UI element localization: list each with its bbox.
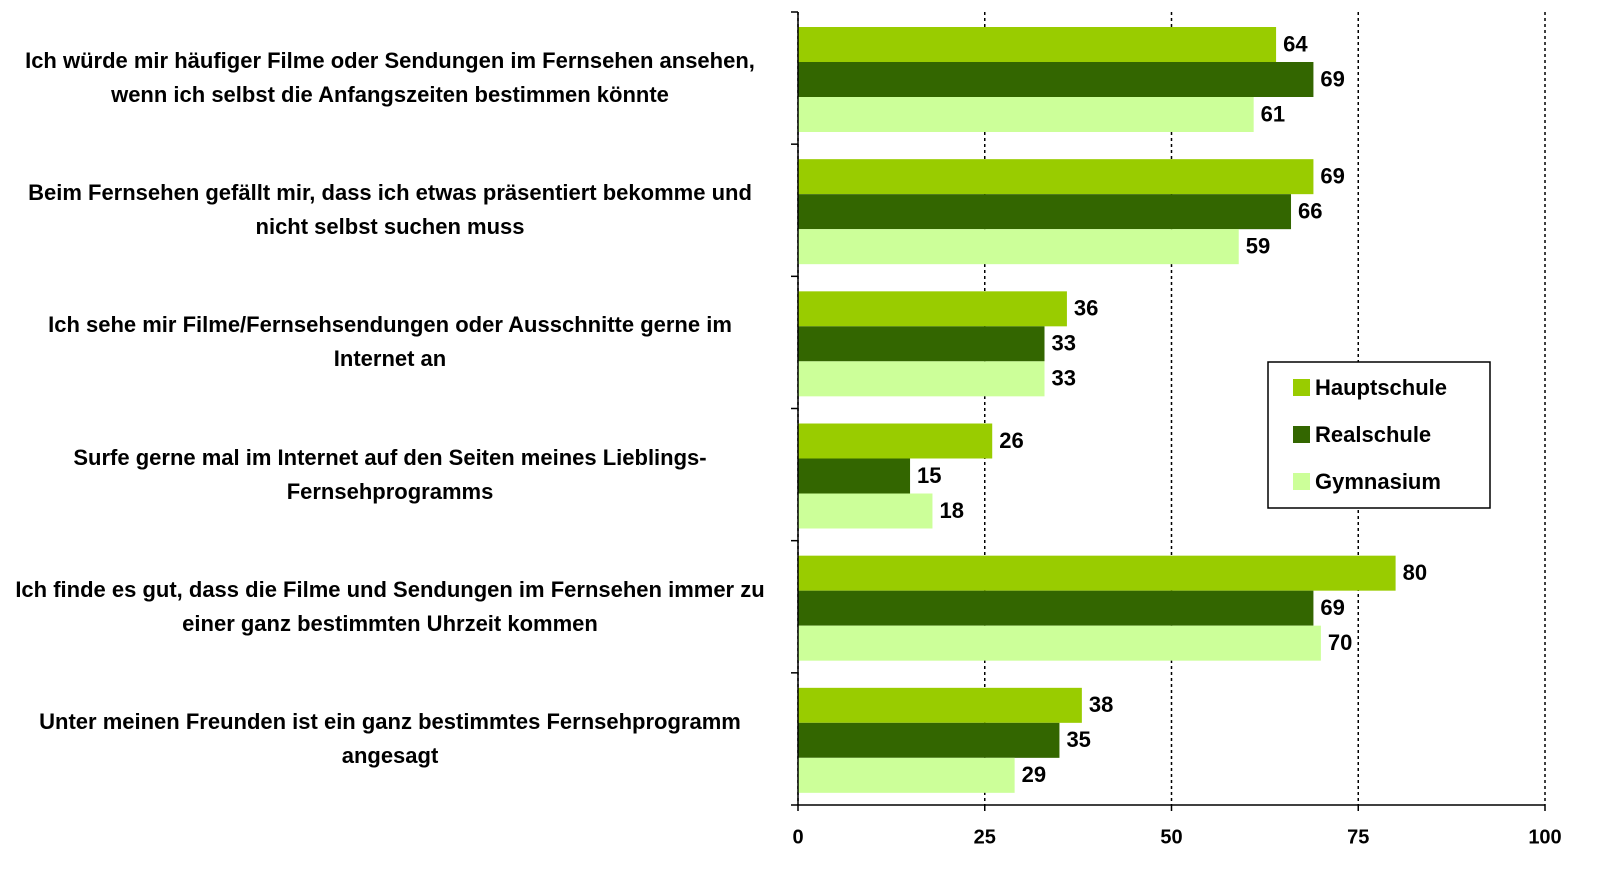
bar [798, 159, 1314, 195]
bar [798, 62, 1314, 97]
bar [798, 625, 1321, 661]
legend-label: Hauptschule [1315, 375, 1447, 400]
bar [798, 687, 1082, 723]
bar [798, 423, 993, 459]
value-label: 33 [1052, 366, 1076, 391]
bar [798, 493, 933, 529]
value-label: 35 [1066, 727, 1090, 752]
legend-swatch [1293, 426, 1310, 443]
bar [798, 27, 1277, 62]
category-label: Surfe gerne mal im Internet auf den Seit… [73, 444, 707, 504]
value-label: 80 [1403, 560, 1427, 585]
category-label: Ich sehe mir Filme/Fernsehsendungen oder… [48, 312, 732, 372]
legend-swatch [1293, 473, 1310, 490]
x-tick-label: 100 [1528, 826, 1561, 848]
category-label: Ich würde mir häufiger Filme oder Sendun… [25, 48, 755, 108]
value-label: 61 [1261, 101, 1285, 126]
value-label: 15 [917, 463, 941, 488]
value-label: 69 [1320, 595, 1344, 620]
bar [798, 458, 911, 494]
value-label: 64 [1283, 31, 1308, 56]
value-label: 18 [939, 498, 963, 523]
value-label: 38 [1089, 692, 1113, 717]
category-label: Beim Fernsehen gefällt mir, dass ich etw… [28, 180, 752, 240]
value-label: 29 [1022, 762, 1046, 787]
bar [798, 326, 1045, 362]
value-label: 33 [1052, 331, 1076, 356]
x-tick-label: 0 [792, 826, 803, 848]
legend-label: Realschule [1315, 422, 1431, 447]
bar [798, 194, 1292, 230]
value-label: 66 [1298, 198, 1322, 223]
legend-label: Gymnasium [1315, 469, 1441, 494]
category-label: Unter meinen Freunden ist ein ganz besti… [39, 708, 741, 768]
bar [798, 555, 1396, 591]
x-tick-label: 50 [1160, 826, 1182, 848]
bar [798, 757, 1015, 793]
legend-swatch [1293, 379, 1310, 396]
value-label: 36 [1074, 296, 1098, 321]
value-label: 59 [1246, 233, 1270, 258]
value-label: 26 [999, 428, 1023, 453]
value-label: 69 [1320, 163, 1344, 188]
x-tick-label: 25 [974, 826, 996, 848]
category-label: Ich finde es gut, dass die Filme und Sen… [15, 576, 765, 636]
bar [798, 229, 1239, 265]
bar [798, 361, 1045, 397]
bar [798, 97, 1254, 132]
bar [798, 590, 1314, 626]
x-tick-label: 75 [1347, 826, 1369, 848]
value-label: 70 [1328, 630, 1352, 655]
value-label: 69 [1320, 66, 1344, 91]
bar [798, 291, 1067, 327]
bar [798, 722, 1060, 758]
